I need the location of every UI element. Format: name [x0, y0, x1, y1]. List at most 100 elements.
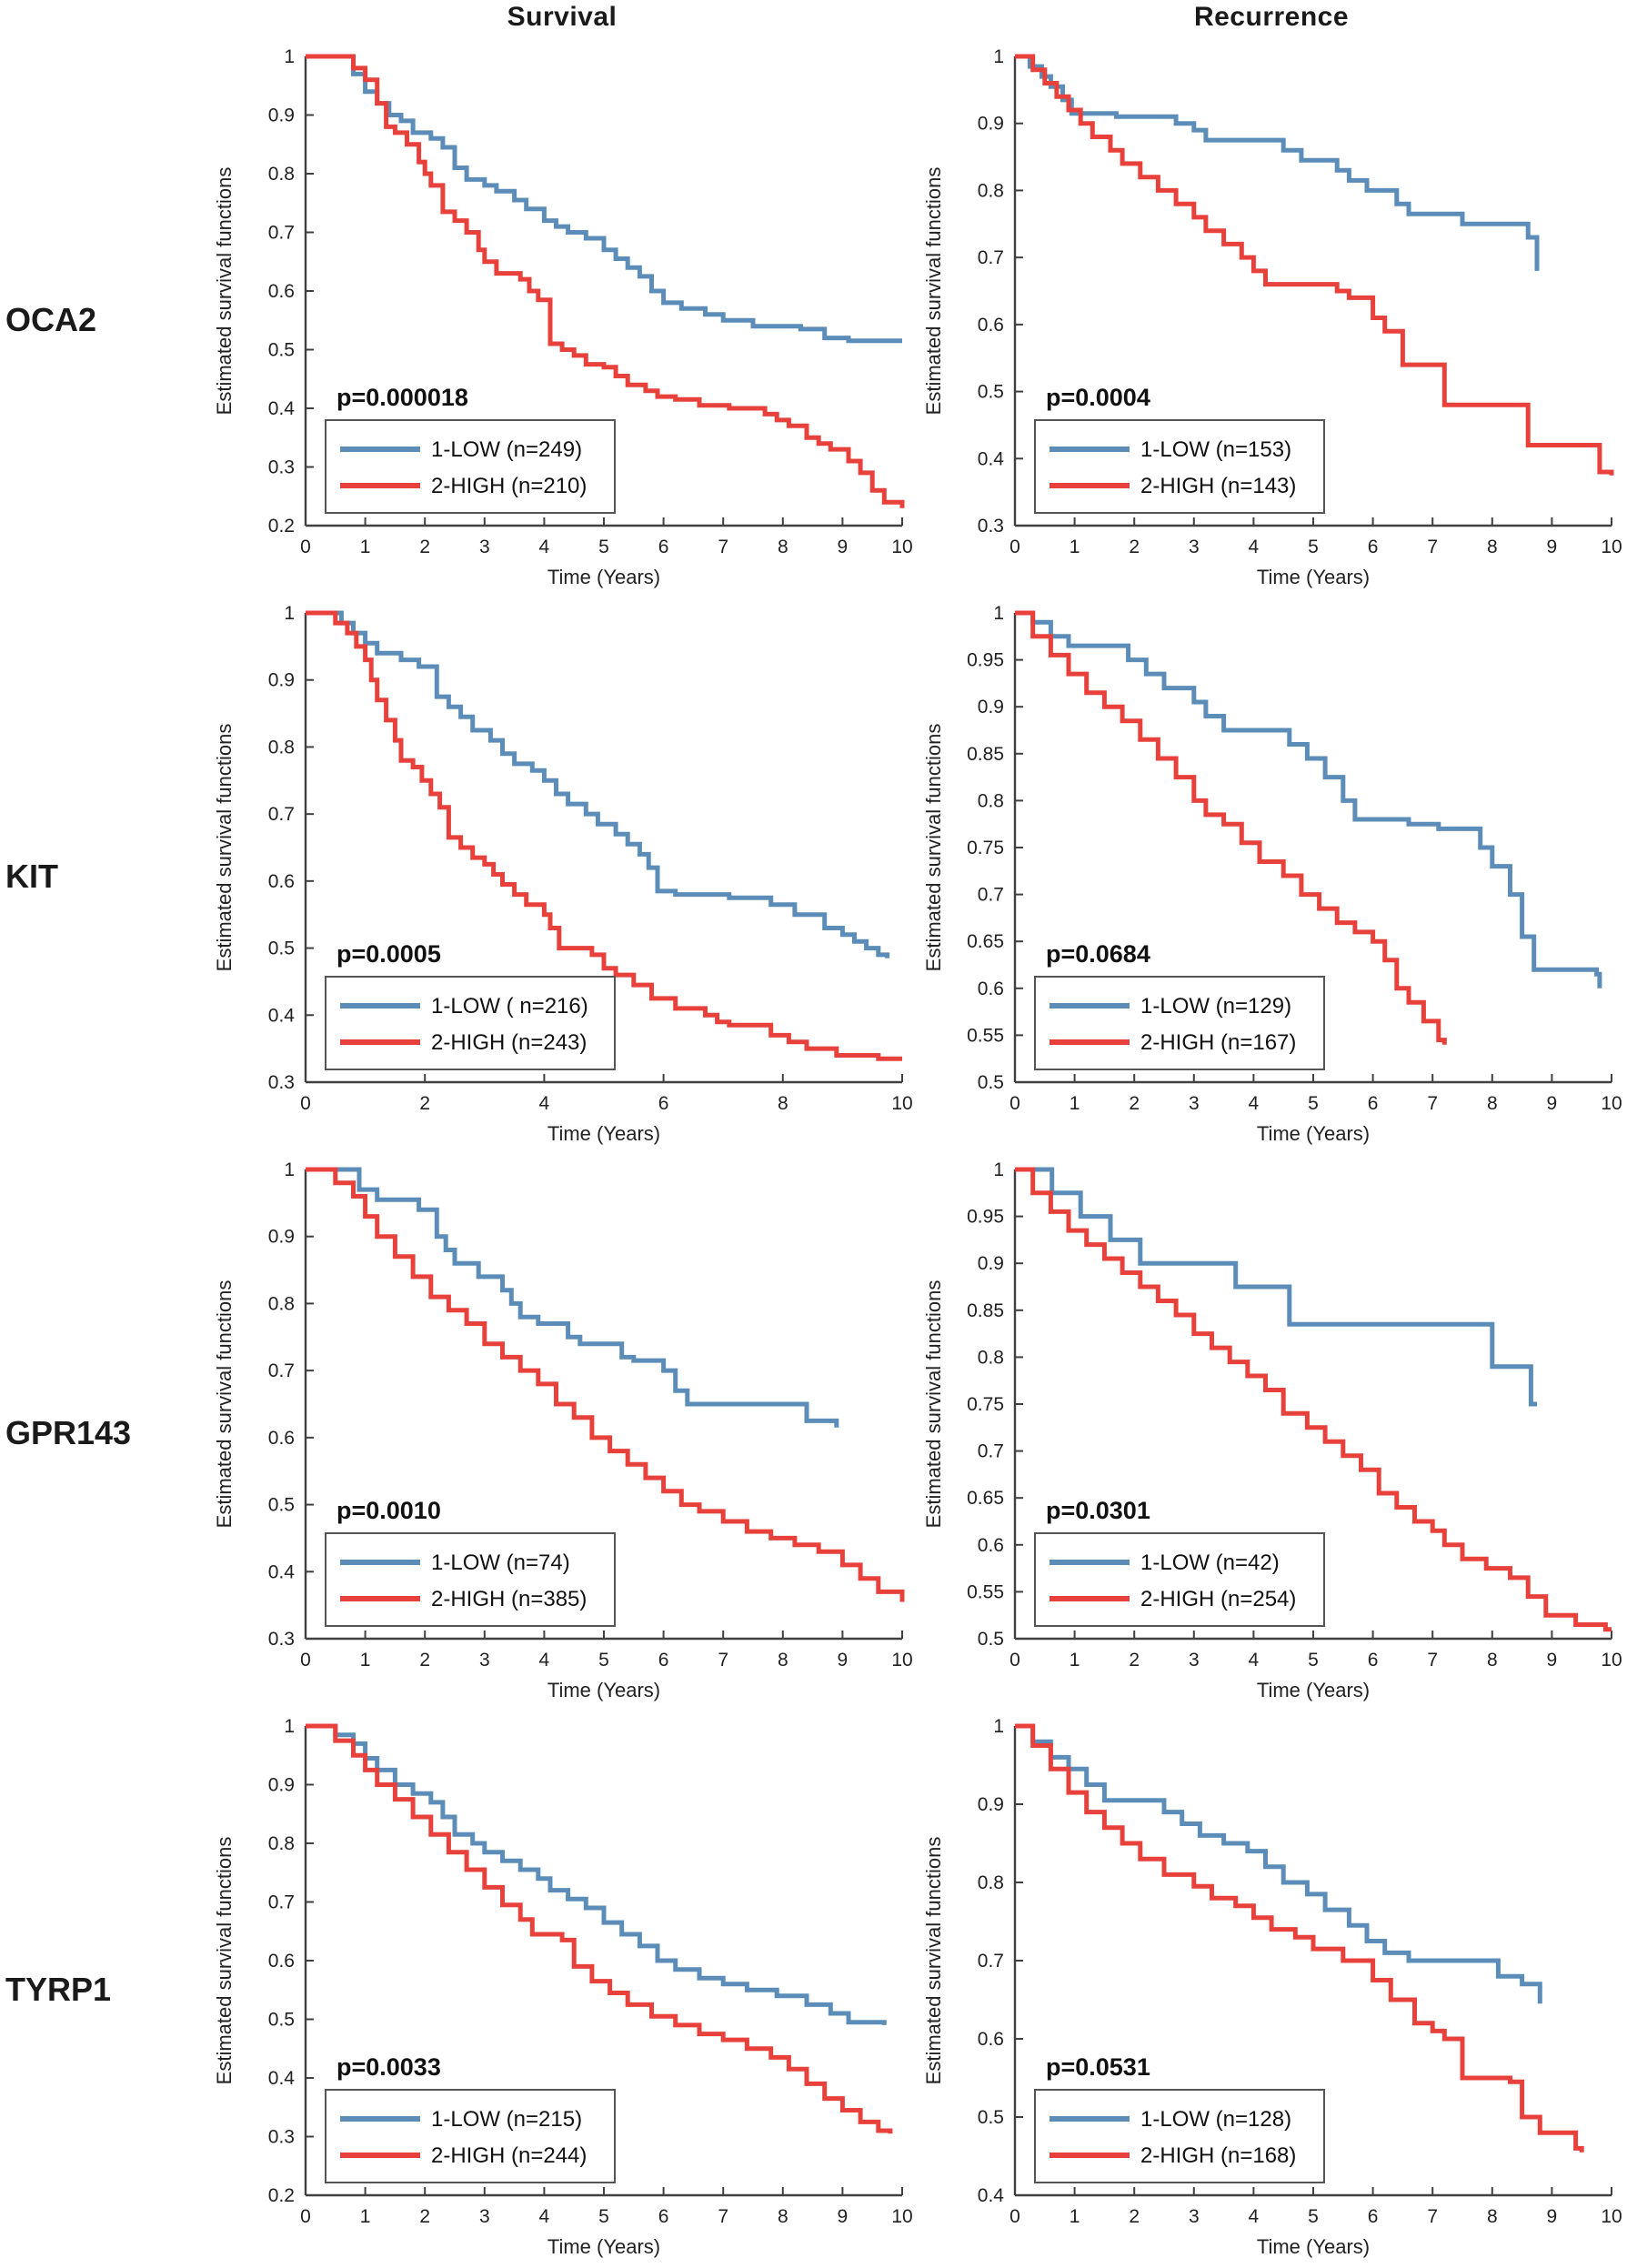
km-curve-low [1015, 54, 1540, 271]
x-tick-label: 10 [1601, 1093, 1622, 1114]
y-tick-label: 0.7 [268, 1892, 295, 1913]
panel-gpr143-recurrence: 0.5 0.55 0.6 0.65 0.7 0.75 0.8 0.85 0.9 0.95 1 0 1 2 3… [917, 1155, 1626, 1711]
y-tick-label: 0.7 [978, 247, 1004, 268]
km-chart-svg: 0.40.50.60.70.80.910 1 2 3 4 5 6 7 8 9 10Estimated… [922, 1716, 1622, 2258]
y-tick-label: 0.4 [268, 2068, 296, 2089]
x-tick-label: 9 [1547, 2206, 1558, 2227]
y-axis-label: Estimated survival functions [922, 1280, 945, 1529]
y-tick-label: 0.4 [268, 1005, 296, 1026]
y-tick-label: 0.9 [978, 1253, 1004, 1274]
y-tick-label: 0.8 [978, 1347, 1004, 1368]
legend-label-low: 1-LOW (n=128) [1140, 2107, 1291, 2132]
y-axis-label: Estimated survival functions [213, 724, 236, 972]
x-tick-label: 5 [1308, 537, 1319, 557]
x-tick-label: 9 [838, 537, 849, 557]
y-tick-label: 0.5 [268, 340, 295, 361]
y-tick-label: 0.6 [268, 281, 295, 302]
column-title-recurrence: Recurrence [1193, 2, 1350, 32]
km-curve-low [1015, 1167, 1537, 1407]
x-tick-label: 8 [1487, 1650, 1498, 1671]
p-value-label: p=0.0004 [1046, 384, 1150, 411]
y-tick-label: 1 [993, 1716, 1004, 1737]
x-tick-label: 8 [1487, 1093, 1498, 1114]
p-value-label: p=0.0684 [1046, 940, 1150, 968]
legend: 1-LOW (n=249) 2-HIGH (n=210) [325, 419, 616, 514]
legend: 1-LOW (n=129) 2-HIGH (n=167) [1034, 976, 1325, 1070]
y-tick-label: 0.9 [978, 1794, 1004, 1815]
y-tick-label: 0.5 [268, 938, 295, 959]
x-axis-label: Time (Years) [547, 1679, 660, 1701]
legend-label-high: 2-HIGH (n=254) [1140, 1587, 1296, 1611]
legend-label-low: 1-LOW (n=153) [1140, 437, 1291, 462]
x-tick-label: 7 [718, 1650, 728, 1671]
y-tick-label: 0.5 [978, 382, 1004, 403]
legend: 1-LOW (n=215) 2-HIGH (n=244) [325, 2089, 616, 2183]
x-tick-label: 0 [300, 537, 311, 557]
x-tick-label: 9 [838, 2206, 849, 2227]
km-chart-svg: 0.30.40.50.60.70.80.910 1 2 3 4 5 6 7 8 9 10Estima… [213, 1159, 913, 1701]
panel-kit-survival: 0.3 0.4 0.5 0.6 0.7 0.8 0.9 1 0 2 4 6 8 10 Estimated s… [207, 598, 917, 1155]
x-tick-label: 8 [1487, 537, 1498, 557]
x-tick-label: 3 [1189, 537, 1200, 557]
x-tick-label: 6 [1368, 2206, 1379, 2227]
x-tick-label: 5 [598, 1650, 609, 1671]
x-tick-label: 2 [419, 2206, 430, 2227]
x-tick-label: 9 [1547, 1093, 1558, 1114]
x-tick-label: 8 [778, 1650, 788, 1671]
y-tick-label: 0.8 [268, 737, 295, 758]
y-tick-label: 0.3 [268, 1629, 295, 1650]
y-tick-label: 0.8 [268, 1293, 295, 1314]
y-tick-label: 0.7 [978, 885, 1004, 906]
panel-oca2-survival: 0.2 0.3 0.4 0.5 0.6 0.7 0.8 0.9 1 0 1 2 3 4 5 6 7 8 9 10 Est… [207, 42, 917, 598]
y-tick-label: 0.3 [978, 516, 1004, 537]
x-tick-label: 4 [539, 537, 550, 557]
x-tick-label: 0 [1009, 537, 1020, 557]
x-tick-label: 6 [1368, 1093, 1379, 1114]
y-tick-label: 0.2 [268, 2185, 295, 2206]
panel-oca2-recurrence: 0.3 0.4 0.5 0.6 0.7 0.8 0.9 1 0 1 2 3 4 5 6 7 8 9 10 Estima… [917, 42, 1626, 598]
y-tick-label: 0.9 [268, 670, 295, 691]
x-axis-label: Time (Years) [1257, 1679, 1370, 1701]
panel-gpr143-survival: 0.3 0.4 0.5 0.6 0.7 0.8 0.9 1 0 1 2 3 4 5 6 7 8 9 10 Estima… [207, 1155, 917, 1711]
y-tick-label: 0.7 [268, 1360, 295, 1381]
x-tick-label: 6 [658, 537, 669, 557]
x-tick-label: 5 [1308, 1650, 1319, 1671]
gene-label-tyrp1: TYRP1 [5, 1971, 112, 2008]
y-tick-label: 0.6 [978, 2029, 1004, 2050]
legend: 1-LOW (n=128) 2-HIGH (n=168) [1034, 2089, 1325, 2183]
column-title-survival: Survival [507, 2, 618, 32]
km-curve-low [306, 610, 890, 958]
x-tick-label: 6 [658, 1093, 669, 1114]
y-tick-label: 0.6 [978, 315, 1004, 336]
p-value-label: p=0.0301 [1046, 1497, 1150, 1524]
y-tick-label: 0.3 [268, 457, 295, 478]
km-curve-high [1015, 1723, 1584, 2153]
y-tick-label: 0.5 [268, 1495, 295, 1516]
panel-tyrp1-recurrence: 0.4 0.5 0.6 0.7 0.8 0.9 1 0 1 2 3 4 5 6 7 8 9 10 Estimated… [917, 1711, 1626, 2268]
y-tick-label: 0.6 [268, 1428, 295, 1449]
x-tick-label: 7 [1427, 2206, 1438, 2227]
x-tick-label: 1 [1070, 537, 1080, 557]
km-curve-low [1015, 610, 1602, 988]
p-value-label: p=0.0531 [1046, 2053, 1150, 2081]
y-tick-label: 0.9 [978, 114, 1004, 135]
y-tick-label: 0.3 [268, 1072, 295, 1093]
x-tick-label: 3 [479, 1650, 490, 1671]
km-curve-high [306, 1167, 905, 1602]
p-value-label: p=0.0005 [336, 940, 441, 968]
y-tick-label: 0.55 [967, 1581, 1004, 1602]
legend-label-high: 2-HIGH (n=167) [1140, 1030, 1296, 1055]
x-tick-label: 7 [1427, 1650, 1438, 1671]
y-axis-label: Estimated survival functions [922, 724, 945, 972]
legend-label-high: 2-HIGH (n=385) [431, 1587, 587, 1611]
y-tick-label: 0.95 [967, 650, 1004, 671]
legend: 1-LOW ( n=216) 2-HIGH (n=243) [325, 976, 616, 1070]
legend-label-high: 2-HIGH (n=143) [1140, 474, 1296, 498]
x-tick-label: 7 [1427, 537, 1438, 557]
y-axis-label: Estimated survival functions [213, 1280, 236, 1529]
x-tick-label: 8 [778, 2206, 788, 2227]
x-tick-label: 4 [1249, 1093, 1260, 1114]
x-tick-label: 3 [1189, 2206, 1200, 2227]
y-tick-label: 0.5 [978, 1072, 1004, 1093]
